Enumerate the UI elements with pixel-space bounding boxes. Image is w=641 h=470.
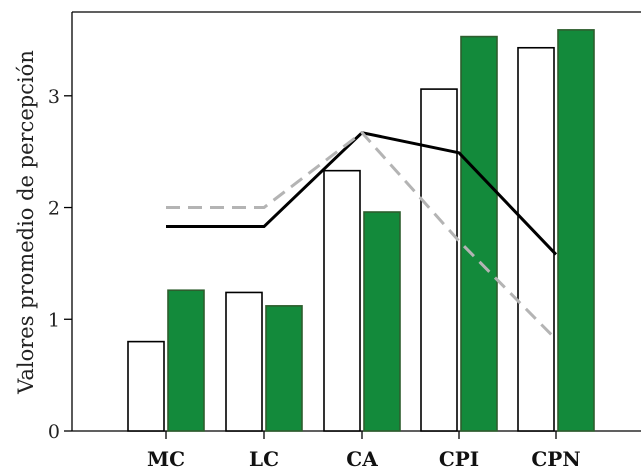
bar-white-cpi <box>420 88 458 432</box>
bar-white-lc <box>225 291 263 432</box>
x-tick-label-cpi: CPI <box>439 447 479 470</box>
bar-white-cpn <box>517 46 555 432</box>
x-tick-label-ca: CA <box>346 447 378 470</box>
bar-green-lc <box>265 305 303 432</box>
x-tick-label-lc: LC <box>249 447 279 470</box>
y-tick-label-1: 1 <box>48 309 60 331</box>
y-tick-label-3: 3 <box>48 86 60 108</box>
y-axis-title: Valores promedio de percepción <box>14 50 38 395</box>
y-tick-label-2: 2 <box>48 198 60 220</box>
x-tick-label-cpn: CPN <box>531 447 580 470</box>
bar-green-cpi <box>460 35 498 432</box>
x-tick-label-mc: MC <box>147 447 185 470</box>
series-line-dashed <box>166 131 558 341</box>
bar-green-cpn <box>557 29 595 432</box>
y-tick-label-0: 0 <box>48 421 60 443</box>
bar-white-mc <box>127 340 165 432</box>
bar-white-ca <box>323 169 361 432</box>
bar-green-mc <box>167 289 205 432</box>
bar-green-ca <box>363 211 401 432</box>
